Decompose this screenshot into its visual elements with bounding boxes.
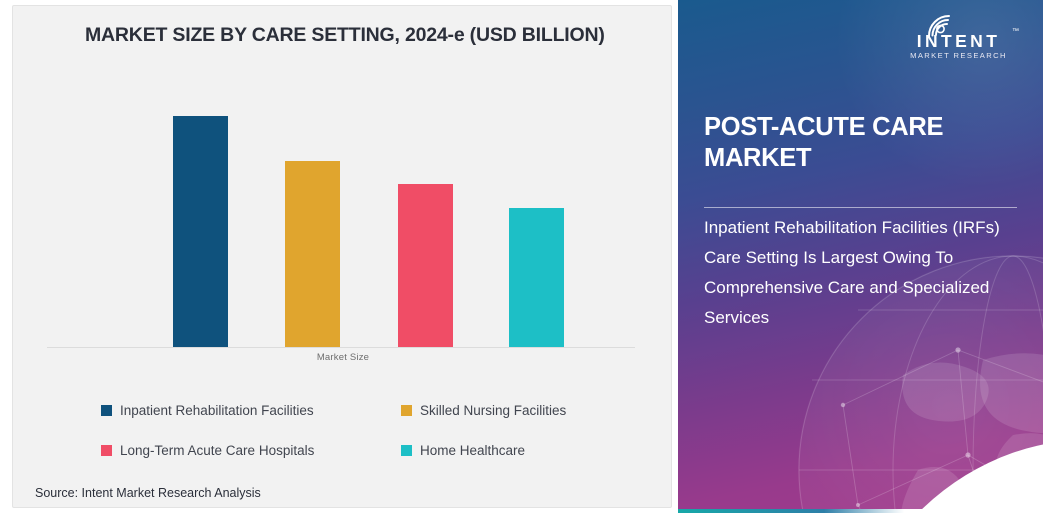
bar-skilled-nursing-facilities bbox=[285, 161, 340, 347]
x-axis-line bbox=[47, 347, 635, 348]
legend-row: Inpatient Rehabilitation Facilities Skil… bbox=[101, 390, 641, 430]
legend-swatch-icon bbox=[101, 404, 112, 416]
logo-tagline: MARKET RESEARCH bbox=[910, 51, 1007, 60]
panel-title: POST-ACUTE CARE MARKET bbox=[704, 113, 944, 172]
bar-long-term-acute-care-hospitals bbox=[398, 184, 453, 347]
legend-swatch-icon bbox=[101, 444, 112, 456]
legend-label: Home Healthcare bbox=[420, 442, 526, 458]
title-panel: INTENT ™ MARKET RESEARCH POST-ACUTE CARE… bbox=[678, 0, 1043, 513]
legend-swatch-icon bbox=[401, 404, 412, 416]
logo-trademark: ™ bbox=[1012, 28, 1019, 35]
bar-inpatient-rehabilitation-facilities bbox=[173, 116, 228, 347]
source-note: Source: Intent Market Research Analysis bbox=[35, 486, 261, 500]
legend-item-skilled-nursing-facilities[interactable]: Skilled Nursing Facilities bbox=[401, 403, 641, 418]
panel-divider bbox=[704, 207, 1017, 208]
chart-card: MARKET SIZE BY CARE SETTING, 2024-e (USD… bbox=[12, 5, 672, 508]
page-title: MARKET SIZE BY CARE SETTING, 2024-e (USD… bbox=[85, 24, 605, 46]
legend-item-inpatient-rehabilitation-facilities[interactable]: Inpatient Rehabilitation Facilities bbox=[101, 403, 401, 418]
signal-waves-icon bbox=[928, 15, 950, 37]
legend-label: Long-Term Acute Care Hospitals bbox=[120, 442, 315, 458]
legend-label: Skilled Nursing Facilities bbox=[420, 402, 567, 418]
legend-item-home-healthcare[interactable]: Home Healthcare bbox=[401, 443, 641, 458]
bar-home-healthcare bbox=[509, 208, 564, 347]
logo-wordmark: INTENT bbox=[916, 31, 1001, 51]
panel-description: Inpatient Rehabilitation Facilities (IRF… bbox=[704, 218, 1000, 327]
brand-logo: INTENT ™ MARKET RESEARCH bbox=[896, 10, 1021, 66]
legend-label: Inpatient Rehabilitation Facilities bbox=[120, 402, 314, 418]
bar-chart-plot bbox=[43, 96, 643, 348]
panel-bottom-accent bbox=[678, 509, 1043, 513]
legend-row: Long-Term Acute Care Hospitals Home Heal… bbox=[101, 430, 641, 470]
legend-swatch-icon bbox=[401, 444, 412, 456]
legend-item-long-term-acute-care-hospitals[interactable]: Long-Term Acute Care Hospitals bbox=[101, 443, 401, 458]
x-axis-label: Market Size bbox=[316, 352, 370, 363]
chart-legend: Inpatient Rehabilitation Facilities Skil… bbox=[101, 390, 641, 470]
